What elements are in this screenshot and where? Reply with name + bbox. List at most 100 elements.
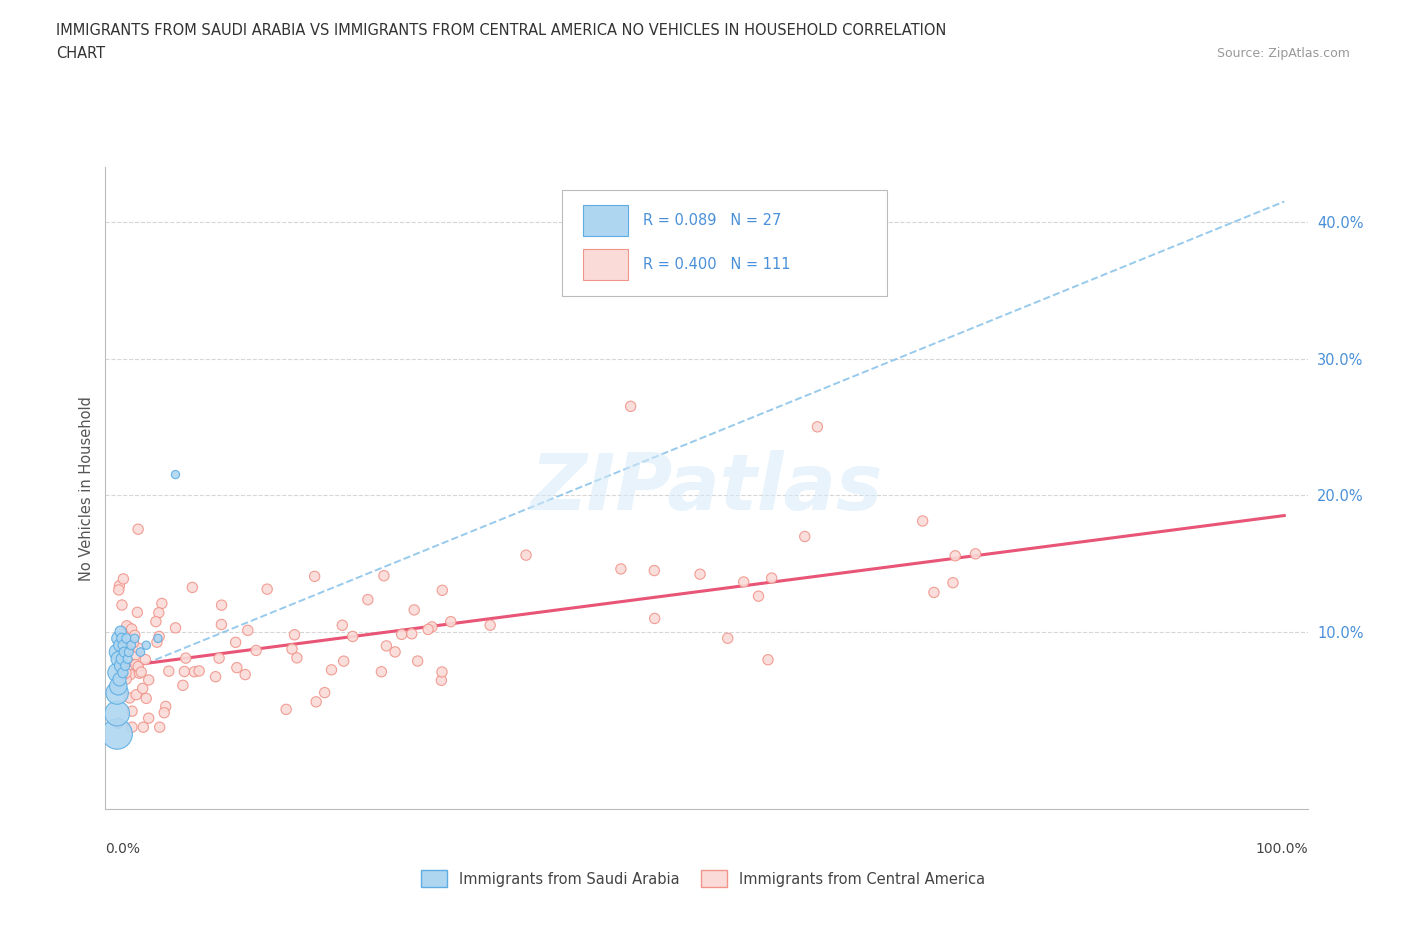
Point [373,568,395,583]
Point [112,644,135,659]
Point [165,620,187,635]
Point [943,549,966,564]
Point [233,667,256,682]
Text: R = 0.400   N = 111: R = 0.400 N = 111 [643,257,790,272]
Point [283,628,305,643]
Y-axis label: No Vehicles in Household: No Vehicles in Household [79,396,94,580]
Point [321,662,343,677]
Point [129,644,152,659]
Point [107,652,129,667]
Point [153,705,176,720]
Point [108,638,131,653]
Point [406,654,429,669]
Point [124,628,146,643]
Point [150,596,173,611]
Text: 0.0%: 0.0% [105,842,141,856]
Point [236,623,259,638]
Point [121,621,143,636]
Point [107,674,129,689]
Point [118,644,141,659]
Point [108,672,131,687]
FancyBboxPatch shape [582,206,628,236]
Point [183,664,205,679]
FancyBboxPatch shape [562,190,887,296]
Point [644,611,666,626]
Point [138,711,160,725]
Point [110,624,132,639]
Point [110,645,132,660]
Point [127,641,149,656]
Point [124,658,146,672]
Point [440,614,463,629]
Point [111,652,134,667]
Point [125,687,148,702]
Point [188,663,211,678]
Point [105,706,128,721]
Point [108,672,131,687]
Point [127,522,149,537]
Point [155,699,177,714]
Point [108,578,131,593]
Point [733,575,755,590]
Point [689,566,711,581]
Point [135,691,157,706]
Point [391,627,413,642]
Point [114,638,136,653]
Point [149,720,172,735]
Point [401,627,423,642]
Point [922,585,945,600]
Point [105,665,128,680]
Point [157,664,180,679]
Text: CHART: CHART [56,46,105,61]
Point [208,651,231,666]
Point [124,647,146,662]
Point [110,658,132,673]
Point [111,665,134,680]
Point [146,631,169,645]
Point [515,548,537,563]
Point [122,635,145,650]
Point [114,658,136,673]
Point [127,604,149,619]
Point [370,664,392,679]
Text: 100.0%: 100.0% [1256,842,1308,856]
Point [148,629,170,644]
Point [128,666,150,681]
Text: IMMIGRANTS FROM SAUDI ARABIA VS IMMIGRANTS FROM CENTRAL AMERICA NO VEHICLES IN H: IMMIGRANTS FROM SAUDI ARABIA VS IMMIGRAN… [56,23,946,38]
Point [132,720,155,735]
Point [118,620,141,635]
Point [432,583,454,598]
Point [111,639,134,654]
Point [110,667,132,682]
Point [314,685,336,700]
Point [105,685,128,700]
Point [793,529,815,544]
Point [115,666,138,681]
Point [761,571,783,586]
Point [121,720,143,735]
Point [105,644,128,659]
Point [357,592,380,607]
Point [111,638,134,653]
Point [111,598,134,613]
Point [211,598,233,613]
Point [806,419,828,434]
Point [117,652,139,667]
Point [330,618,353,632]
Point [420,619,443,634]
Point [115,671,138,686]
Point [127,659,149,674]
Point [120,638,142,653]
Point [756,652,779,667]
Point [135,638,157,653]
Point [118,690,141,705]
Point [111,668,134,683]
Point [148,605,170,620]
Point [384,644,406,659]
Point [108,638,131,653]
Point [620,399,643,414]
Point [643,564,665,578]
Point [115,631,138,645]
Point [416,622,439,637]
Point [121,704,143,719]
